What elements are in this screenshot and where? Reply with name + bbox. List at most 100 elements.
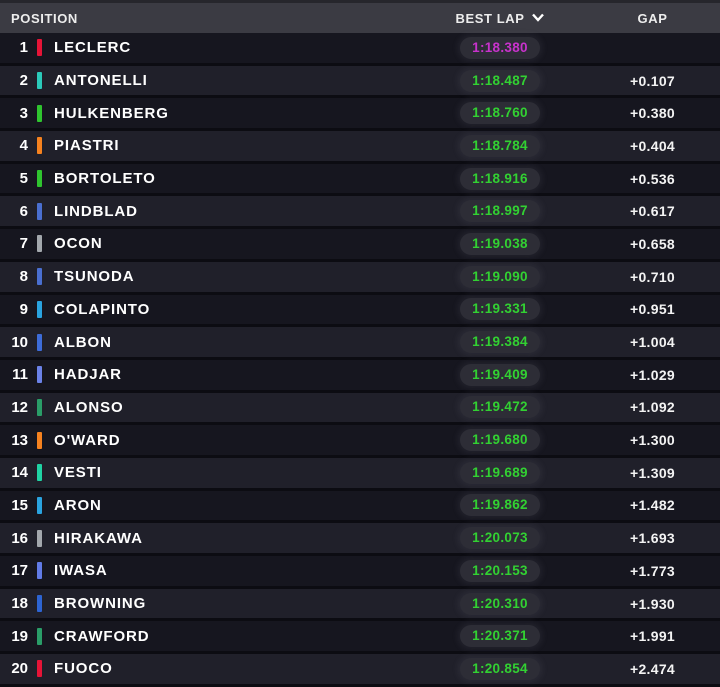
position-number: 6 [19, 202, 28, 220]
column-header-position[interactable]: POSITION [11, 10, 78, 26]
best-lap-cell: 1:19.862 [415, 494, 585, 517]
team-color-bar [37, 72, 42, 90]
gap-value: +1.300 [629, 432, 675, 449]
table-row[interactable]: 11 HADJAR 1:19.409 +1.029 [0, 359, 720, 393]
gap-value: +1.029 [629, 366, 675, 383]
best-lap-time: 1:19.409 [460, 363, 540, 386]
best-lap-header-label: BEST LAP [455, 10, 525, 26]
table-row[interactable]: 2 ANTONELLI 1:18.487 +0.107 [0, 65, 720, 99]
table-row[interactable]: 8 TSUNODA 1:19.090 +0.710 [0, 261, 720, 295]
gap-value: +0.107 [629, 72, 675, 89]
table-row[interactable]: 14 VESTI 1:19.689 +1.309 [0, 457, 720, 491]
driver-name: ALBON [54, 333, 112, 351]
best-lap-time: 1:19.689 [460, 461, 540, 484]
driver-name: HULKENBERG [54, 104, 169, 122]
driver-name: ARON [54, 496, 102, 514]
best-lap-time: 1:18.916 [460, 167, 540, 190]
best-lap-time: 1:19.090 [460, 265, 540, 288]
best-lap-cell: 1:19.680 [415, 429, 585, 452]
table-row[interactable]: 18 BROWNING 1:20.310 +1.930 [0, 588, 720, 622]
best-lap-cell: 1:20.153 [415, 559, 585, 582]
best-lap-cell: 1:18.784 [415, 134, 585, 157]
driver-name: PIASTRI [54, 137, 120, 155]
best-lap-time: 1:19.038 [460, 232, 540, 255]
gap-value: +1.991 [629, 628, 675, 645]
best-lap-time: 1:18.487 [460, 69, 540, 92]
driver-name: O'WARD [54, 431, 121, 449]
table-row[interactable]: 15 ARON 1:19.862 +1.482 [0, 490, 720, 524]
driver-name: CRAWFORD [54, 627, 150, 645]
position-number: 8 [19, 268, 28, 286]
position-number: 18 [11, 595, 28, 613]
driver-name: ALONSO [54, 398, 124, 416]
best-lap-cell: 1:18.997 [415, 200, 585, 223]
best-lap-cell: 1:20.310 [415, 592, 585, 615]
driver-name: BORTOLETO [54, 170, 156, 188]
table-row[interactable]: 13 O'WARD 1:19.680 +1.300 [0, 425, 720, 458]
gap-value: +1.092 [629, 399, 675, 416]
table-row[interactable]: 5 BORTOLETO 1:18.916 +0.536 [0, 163, 720, 197]
driver-name: TSUNODA [54, 268, 135, 286]
table-row[interactable]: 10 ALBON 1:19.384 +1.004 [0, 327, 720, 360]
table-row[interactable]: 16 HIRAKAWA 1:20.073 +1.693 [0, 523, 720, 556]
best-lap-cell: 1:20.854 [415, 657, 585, 680]
driver-name: LINDBLAD [54, 202, 138, 220]
best-lap-time: 1:19.384 [460, 331, 540, 354]
team-color-bar [37, 496, 42, 514]
position-number: 11 [12, 366, 28, 384]
timing-rows: 1 LECLERC 1:18.380 2 ANTONELLI 1:18.487 +0.107… [0, 33, 720, 687]
table-header: POSITION BEST LAP GAP [0, 0, 720, 33]
team-color-bar [37, 39, 42, 57]
driver-name: COLAPINTO [54, 300, 151, 318]
team-color-bar [37, 170, 42, 188]
table-row[interactable]: 17 IWASA 1:20.153 +1.773 [0, 556, 720, 589]
chevron-down-icon [531, 11, 545, 26]
best-lap-time: 1:18.380 [460, 36, 540, 59]
best-lap-cell: 1:19.384 [415, 331, 585, 354]
team-color-bar [37, 398, 42, 416]
gap-value: +0.617 [629, 203, 675, 220]
table-row[interactable]: 6 LINDBLAD 1:18.997 +0.617 [0, 196, 720, 230]
position-number: 2 [19, 72, 28, 90]
best-lap-time: 1:19.680 [460, 429, 540, 452]
position-number: 10 [11, 333, 28, 351]
table-row[interactable]: 4 PIASTRI 1:18.784 +0.404 [0, 131, 720, 164]
position-number: 1 [19, 39, 28, 57]
table-row[interactable]: 9 COLAPINTO 1:19.331 +0.951 [0, 294, 720, 328]
driver-name: FUOCO [54, 660, 113, 678]
table-row[interactable]: 12 ALONSO 1:19.472 +1.092 [0, 392, 720, 426]
best-lap-cell: 1:19.409 [415, 363, 585, 386]
gap-value: +0.710 [629, 268, 675, 285]
position-number: 20 [11, 660, 28, 678]
best-lap-time: 1:18.997 [460, 200, 540, 223]
column-header-gap[interactable]: GAP [637, 10, 668, 26]
position-number: 9 [19, 300, 28, 318]
gap-value: +1.930 [629, 595, 675, 612]
gap-value: +0.404 [629, 137, 675, 154]
team-color-bar [37, 431, 42, 449]
gap-value: +1.693 [629, 530, 675, 547]
gap-value: +0.380 [629, 105, 675, 122]
team-color-bar [37, 268, 42, 286]
driver-name: ANTONELLI [54, 72, 148, 90]
gap-value: +1.482 [629, 497, 675, 514]
position-number: 17 [11, 562, 28, 580]
driver-name: VESTI [54, 464, 102, 482]
table-row[interactable]: 20 FUOCO 1:20.854 +2.474 [0, 654, 720, 687]
position-number: 16 [11, 529, 28, 547]
table-row[interactable]: 7 OCON 1:19.038 +0.658 [0, 229, 720, 262]
team-color-bar [37, 529, 42, 547]
driver-name: HADJAR [54, 366, 122, 384]
best-lap-time: 1:18.784 [460, 134, 540, 157]
table-row[interactable]: 3 HULKENBERG 1:18.760 +0.380 [0, 98, 720, 132]
position-number: 13 [11, 431, 28, 449]
team-color-bar [37, 137, 42, 155]
best-lap-time: 1:20.153 [460, 559, 540, 582]
position-number: 19 [11, 627, 28, 645]
gap-value: +2.474 [629, 660, 675, 677]
table-row[interactable]: 1 LECLERC 1:18.380 [0, 33, 720, 66]
team-color-bar [37, 562, 42, 580]
column-header-best-lap[interactable]: BEST LAP [415, 10, 585, 26]
table-row[interactable]: 19 CRAWFORD 1:20.371 +1.991 [0, 621, 720, 655]
driver-name: HIRAKAWA [54, 529, 143, 547]
